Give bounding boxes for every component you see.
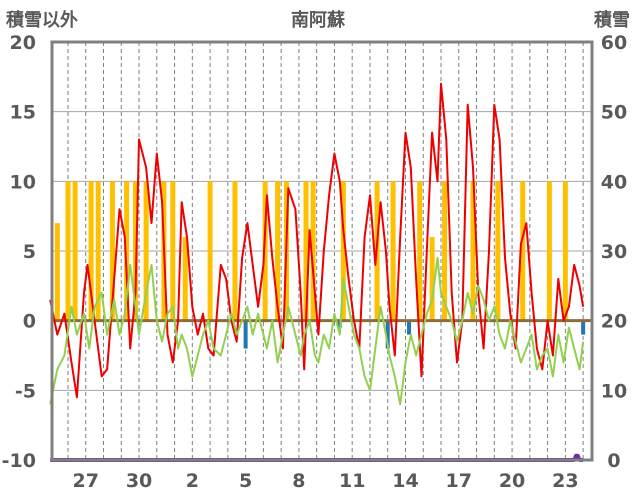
orange-bar bbox=[520, 181, 526, 321]
orange-bar bbox=[429, 237, 435, 321]
right-axis-label: 積雪 bbox=[594, 10, 630, 31]
y-left-tick-label: 5 bbox=[23, 241, 36, 263]
blue-bar bbox=[407, 320, 412, 335]
blue-bar bbox=[581, 320, 586, 335]
blue-bar bbox=[385, 320, 390, 349]
x-tick-label: 30 bbox=[126, 470, 152, 492]
y-right-tick-label: 20 bbox=[601, 311, 627, 333]
orange-bar bbox=[65, 181, 71, 321]
orange-bar bbox=[124, 181, 130, 321]
orange-bar bbox=[442, 181, 448, 321]
orange-bar bbox=[232, 181, 238, 321]
x-tick-label: 8 bbox=[292, 470, 305, 492]
orange-bar bbox=[303, 181, 309, 321]
y-right-tick-label: 40 bbox=[601, 171, 627, 193]
orange-bar bbox=[546, 181, 552, 321]
orange-bar bbox=[182, 237, 188, 321]
orange-bar bbox=[143, 181, 149, 321]
green-line bbox=[49, 257, 585, 406]
orange-bar bbox=[390, 181, 396, 321]
orange-bar bbox=[470, 181, 476, 321]
plot-frame bbox=[50, 40, 594, 462]
x-tick-label: 20 bbox=[499, 470, 525, 492]
left-axis-label: 積雪以外 bbox=[6, 10, 78, 31]
y-left-tick-label: -5 bbox=[15, 380, 36, 402]
x-tick-label: 14 bbox=[392, 470, 418, 492]
orange-bar bbox=[109, 181, 115, 321]
orange-bar bbox=[340, 181, 346, 321]
x-tick-label: 23 bbox=[552, 470, 578, 492]
orange-bar bbox=[262, 181, 268, 321]
y-right-tick-label: 30 bbox=[601, 241, 627, 263]
orange-bar bbox=[95, 181, 101, 321]
temperature-line bbox=[49, 82, 585, 399]
x-tick-label: 27 bbox=[73, 470, 99, 492]
x-ticks: 27 30 2 5 8 11 14 17 20 23 bbox=[73, 470, 579, 492]
x-tick-label: 5 bbox=[239, 470, 252, 492]
y-left-tick-label: 10 bbox=[10, 171, 36, 193]
orange-bar bbox=[310, 181, 316, 321]
orange-bar bbox=[88, 181, 94, 321]
orange-bar bbox=[72, 181, 78, 321]
orange-bar bbox=[207, 181, 213, 321]
orange-bar bbox=[275, 181, 281, 321]
x-tick-label: 11 bbox=[339, 470, 365, 492]
y-right-tick-label: 0 bbox=[607, 450, 620, 472]
y-left-tick-label: 0 bbox=[23, 311, 36, 333]
x-tick-label: 17 bbox=[446, 470, 472, 492]
y-left-tick-label: -10 bbox=[2, 450, 36, 472]
x-tick-label: 2 bbox=[186, 470, 199, 492]
orange-bar bbox=[54, 223, 60, 321]
y-right-tick-label: 10 bbox=[601, 380, 627, 402]
orange-bar bbox=[562, 181, 568, 321]
y-left-tick-label: 15 bbox=[10, 102, 36, 124]
blue-bar bbox=[243, 320, 248, 349]
y-right-tick-label: 60 bbox=[601, 32, 627, 54]
orange-bar bbox=[170, 181, 176, 321]
y-right-tick-label: 50 bbox=[601, 102, 627, 124]
orange-bar bbox=[417, 181, 423, 321]
y-left-tick-label: 20 bbox=[10, 32, 36, 54]
orange-bar bbox=[495, 181, 501, 321]
chart-title: 南阿蘇 bbox=[291, 10, 345, 31]
